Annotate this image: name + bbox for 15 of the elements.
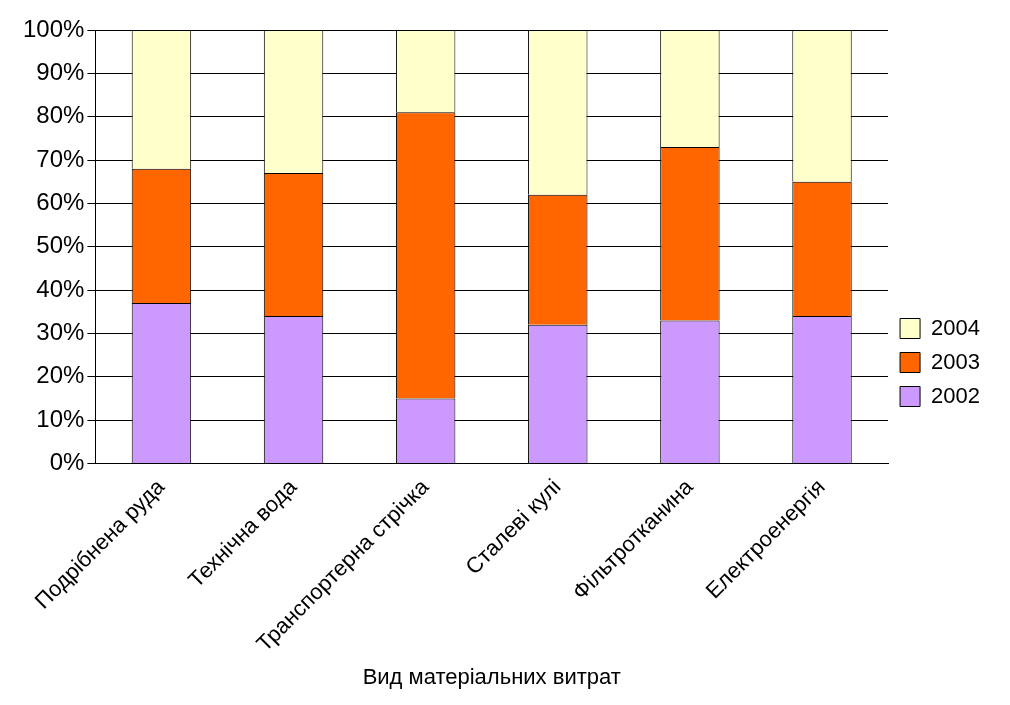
y-tick-label: 80%	[36, 101, 85, 129]
legend-label: 2004	[931, 314, 981, 340]
y-tick-label: 60%	[36, 188, 85, 216]
y-tick-label: 0%	[49, 448, 85, 476]
y-tick-label: 50%	[36, 231, 85, 259]
legend-label: 2003	[931, 348, 981, 374]
y-tick-label: 10%	[36, 404, 85, 432]
y-tick-label: 90%	[36, 57, 85, 85]
legend-label: 2002	[931, 382, 981, 408]
y-tick-label: 20%	[36, 361, 85, 389]
y-tick-label: 40%	[36, 274, 85, 302]
y-tick-label: 70%	[36, 144, 85, 172]
x-axis-title: Вид матеріальних витрат	[362, 663, 621, 689]
y-tick-label: 30%	[36, 318, 85, 346]
y-tick-label: 100%	[22, 14, 85, 42]
